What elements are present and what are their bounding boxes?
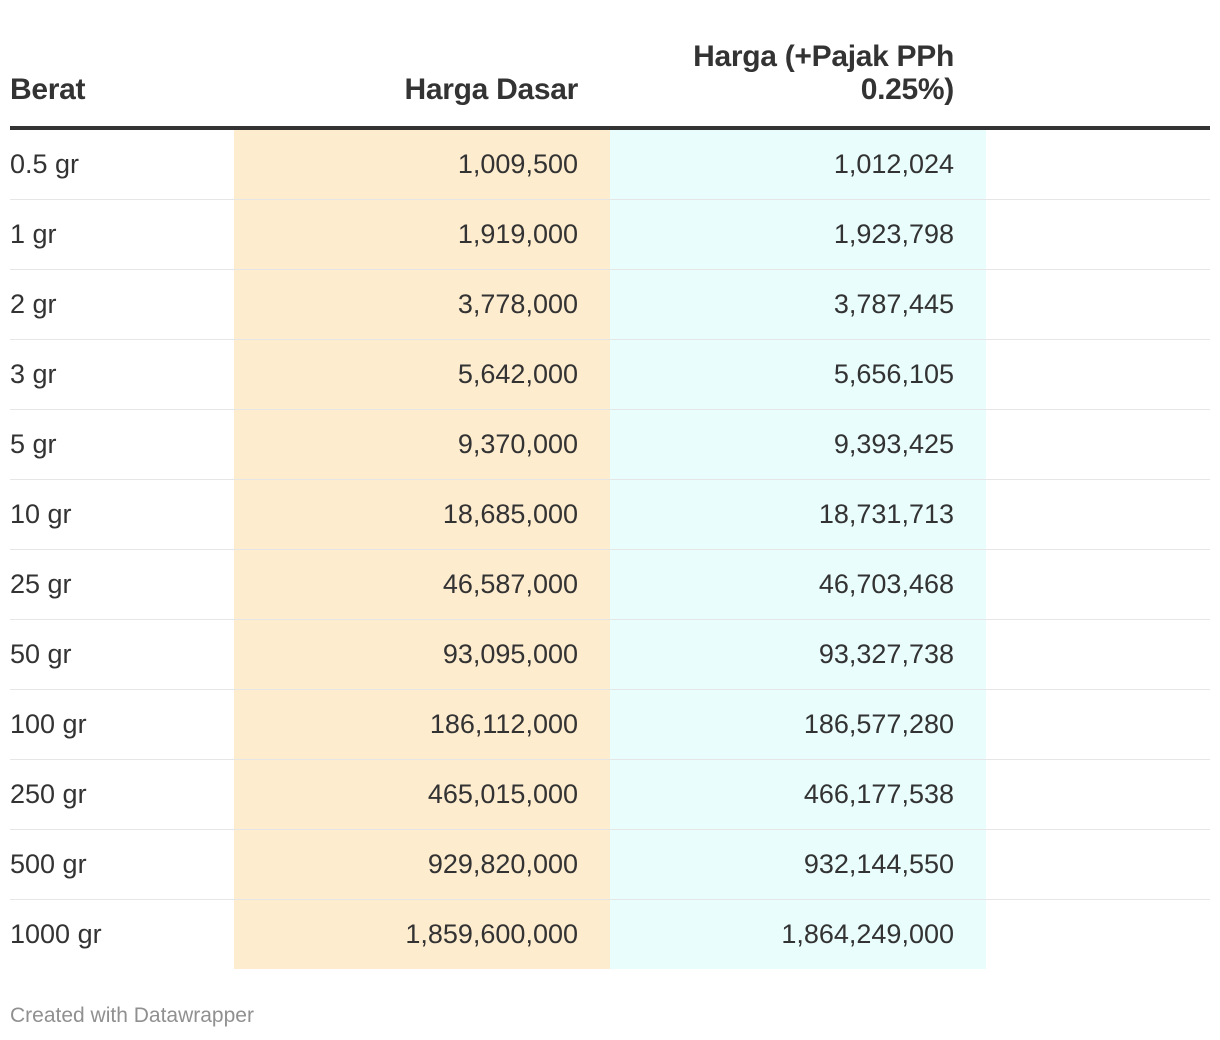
cell-harga-dasar: 5,642,000 (234, 339, 610, 410)
cell-harga-pajak: 46,703,468 (610, 549, 986, 620)
column-header-berat[interactable]: Berat (10, 0, 234, 130)
cell-spacer (986, 128, 1210, 200)
table-row: 100 gr 186,112,000 186,577,280 (10, 689, 1210, 760)
cell-harga-pajak: 18,731,713 (610, 479, 986, 550)
cell-harga-pajak: 9,393,425 (610, 409, 986, 480)
cell-berat: 0.5 gr (10, 128, 234, 200)
table-row: 1000 gr 1,859,600,000 1,864,249,000 (10, 899, 1210, 970)
cell-spacer (986, 829, 1210, 900)
table-row: 50 gr 93,095,000 93,327,738 (10, 619, 1210, 690)
column-header-label: Harga (+Pajak PPh 0.25%) (693, 40, 954, 106)
column-header-label: Harga Dasar (404, 73, 579, 106)
cell-harga-dasar: 3,778,000 (234, 269, 610, 340)
cell-harga-dasar: 1,919,000 (234, 199, 610, 270)
table-row: 1 gr 1,919,000 1,923,798 (10, 199, 1210, 270)
table-body: 0.5 gr 1,009,500 1,012,024 1 gr 1,919,000 1,9… (10, 128, 1210, 969)
cell-berat: 5 gr (10, 409, 234, 480)
cell-spacer (986, 479, 1210, 550)
cell-berat: 10 gr (10, 479, 234, 550)
cell-harga-dasar: 929,820,000 (234, 829, 610, 900)
table-row: 250 gr 465,015,000 466,177,538 (10, 759, 1210, 830)
cell-harga-pajak: 1,012,024 (610, 128, 986, 200)
cell-spacer (986, 759, 1210, 830)
cell-spacer (986, 619, 1210, 690)
table-row: 10 gr 18,685,000 18,731,713 (10, 479, 1210, 550)
cell-harga-dasar: 93,095,000 (234, 619, 610, 690)
cell-harga-pajak: 3,787,445 (610, 269, 986, 340)
cell-harga-pajak: 1,923,798 (610, 199, 986, 270)
table-row: 5 gr 9,370,000 9,393,425 (10, 409, 1210, 480)
cell-berat: 250 gr (10, 759, 234, 830)
datawrapper-credit[interactable]: Created with Datawrapper (10, 1004, 254, 1027)
column-header-harga-dasar[interactable]: Harga Dasar (234, 0, 610, 130)
cell-spacer (986, 409, 1210, 480)
table-row: 2 gr 3,778,000 3,787,445 (10, 269, 1210, 340)
cell-berat: 1000 gr (10, 919, 102, 949)
cell-harga-dasar: 465,015,000 (234, 759, 610, 830)
cell-harga-dasar: 1,859,600,000 (234, 899, 610, 969)
cell-harga-pajak: 5,656,105 (610, 339, 986, 410)
cell-spacer (986, 900, 1210, 970)
cell-berat: 50 gr (10, 619, 234, 690)
cell-spacer (986, 689, 1210, 760)
table-header: Berat Harga Dasar Harga (+Pajak PPh 0.25… (10, 0, 1210, 130)
cell-berat: 500 gr (10, 829, 234, 900)
table-row: 0.5 gr 1,009,500 1,012,024 (10, 128, 1210, 200)
column-header-harga-pajak[interactable]: Harga (+Pajak PPh 0.25%) (610, 0, 986, 130)
cell-harga-pajak: 932,144,550 (610, 829, 986, 900)
cell-spacer (986, 269, 1210, 340)
cell-harga-pajak: 186,577,280 (610, 689, 986, 760)
cell-harga-dasar: 18,685,000 (234, 479, 610, 550)
table-row: 500 gr 929,820,000 932,144,550 (10, 829, 1210, 900)
cell-harga-dasar: 9,370,000 (234, 409, 610, 480)
cell-berat: 2 gr (10, 269, 234, 340)
cell-harga-pajak: 1,864,249,000 (610, 899, 986, 969)
cell-berat: 25 gr (10, 549, 234, 620)
table-row: 25 gr 46,587,000 46,703,468 (10, 549, 1210, 620)
column-header-label: Berat (10, 73, 86, 106)
cell-spacer (986, 549, 1210, 620)
table-row: 3 gr 5,642,000 5,656,105 (10, 339, 1210, 410)
cell-berat: 1 gr (10, 199, 234, 270)
cell-berat: 3 gr (10, 339, 234, 410)
cell-spacer (986, 199, 1210, 270)
column-header-spacer (986, 0, 1210, 130)
cell-harga-pajak: 466,177,538 (610, 759, 986, 830)
cell-harga-dasar: 46,587,000 (234, 549, 610, 620)
price-table: Berat Harga Dasar Harga (+Pajak PPh 0.25… (10, 0, 1210, 969)
header-row: Berat Harga Dasar Harga (+Pajak PPh 0.25… (10, 0, 1210, 130)
cell-spacer (986, 339, 1210, 410)
cell-harga-dasar: 1,009,500 (234, 128, 610, 200)
cell-harga-dasar: 186,112,000 (234, 689, 610, 760)
cell-harga-pajak: 93,327,738 (610, 619, 986, 690)
price-table-container: Berat Harga Dasar Harga (+Pajak PPh 0.25… (10, 0, 1210, 969)
cell-berat: 100 gr (10, 689, 234, 760)
